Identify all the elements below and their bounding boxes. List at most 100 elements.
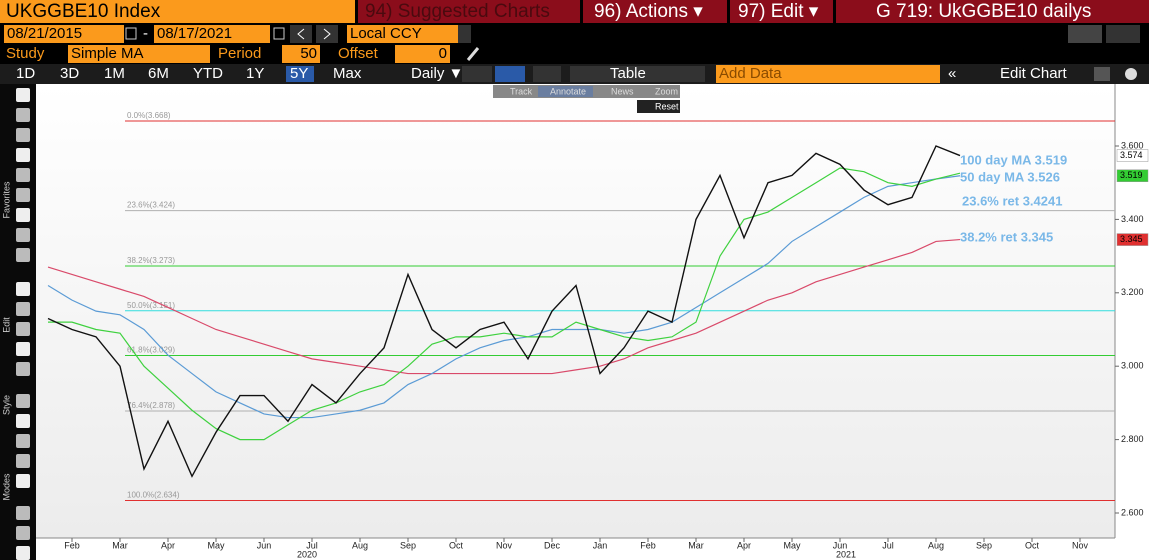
redo-button[interactable] <box>1106 25 1140 43</box>
type-dropdown[interactable] <box>533 66 561 82</box>
x-tick-label: Jun <box>257 540 272 550</box>
x-tick-label: Jun <box>833 540 848 550</box>
range-button[interactable]: 1Y <box>246 65 264 82</box>
currency: Local CCY <box>350 25 422 42</box>
currency-dropdown[interactable] <box>458 25 471 43</box>
price-tag <box>1116 149 1149 162</box>
x-tick-label: Nov <box>496 540 513 550</box>
actions: 96) Actions ▾ <box>594 1 703 22</box>
start-date-box[interactable] <box>4 25 124 43</box>
range-button[interactable]: 6M <box>148 65 169 82</box>
price-tag-label: 3.574 <box>1120 150 1143 160</box>
tool-icon[interactable] <box>16 526 30 540</box>
range-button[interactable]: 5Y <box>290 65 308 82</box>
x-tick-label: May <box>207 540 225 550</box>
currency-box[interactable] <box>347 25 458 43</box>
security-box[interactable] <box>0 0 355 23</box>
popup-item[interactable]: Annotate <box>550 86 586 96</box>
popup-item[interactable]: Zoom <box>655 86 678 96</box>
period-label: Period <box>218 45 261 62</box>
year-label: 2021 <box>836 549 856 559</box>
x-tick-label: Mar <box>688 540 704 550</box>
tool-icon[interactable] <box>16 248 30 262</box>
prev-arrow <box>297 28 305 40</box>
popup-item[interactable]: Track <box>510 86 533 96</box>
y-axis-area <box>1115 84 1149 560</box>
end-date-box[interactable] <box>154 25 270 43</box>
gear-icon[interactable] <box>1125 68 1137 80</box>
tool-icon[interactable] <box>16 128 30 142</box>
tool-icon[interactable] <box>16 506 30 520</box>
start-date: 08/21/2015 <box>7 25 82 42</box>
tool-icon[interactable] <box>16 454 30 468</box>
calendar-icon[interactable] <box>125 27 137 40</box>
side-label: Modes <box>1 473 11 501</box>
add-data: Add Data <box>719 65 782 82</box>
retracement-label: 61.8%(3.029) <box>127 346 175 355</box>
calendar-icon[interactable] <box>273 27 285 40</box>
tool-icon[interactable] <box>16 342 30 356</box>
tool-icon[interactable] <box>16 414 30 428</box>
tool-icon[interactable] <box>16 394 30 408</box>
edit-chart[interactable]: Edit Chart <box>1000 65 1068 82</box>
y-tick-label: 3.000 <box>1121 361 1144 371</box>
tool-icon[interactable] <box>16 88 30 102</box>
range-button[interactable]: Max <box>333 65 362 82</box>
tool-icon[interactable] <box>16 208 30 222</box>
range-button[interactable]: YTD <box>193 65 223 82</box>
line-icon[interactable] <box>462 66 492 82</box>
frequency[interactable]: Daily ▼ <box>411 65 463 82</box>
period-box[interactable] <box>282 45 320 63</box>
reset-button[interactable] <box>637 100 680 113</box>
range-button[interactable]: 1D <box>16 65 35 82</box>
tool-icon[interactable] <box>16 228 30 242</box>
end-date: 08/17/2021 <box>157 25 232 42</box>
x-tick-label: Feb <box>64 540 80 550</box>
annotation: 50 day MA 3.526 <box>960 169 1060 184</box>
tool-icon[interactable] <box>16 434 30 448</box>
tool-icon[interactable] <box>16 108 30 122</box>
tool-icon[interactable] <box>16 282 30 296</box>
edit-button[interactable] <box>730 0 833 23</box>
undo-button[interactable] <box>1068 25 1102 43</box>
y-tick-label: 3.600 <box>1121 140 1144 150</box>
bar-icon[interactable] <box>495 66 525 82</box>
tool-icon[interactable] <box>16 148 30 162</box>
year-label: 2020 <box>297 549 317 559</box>
retracement-label: 23.6%(3.424) <box>127 201 175 210</box>
tool-icon[interactable] <box>16 302 30 316</box>
side-label: Favorites <box>1 181 11 219</box>
pen-icon[interactable] <box>466 47 480 61</box>
y-tick-label: 3.400 <box>1121 214 1144 224</box>
suggested-button[interactable] <box>358 0 580 23</box>
offset-box[interactable] <box>395 45 450 63</box>
retracement-label: 38.2%(3.273) <box>127 256 175 265</box>
table-button[interactable] <box>570 66 705 82</box>
actions-button[interactable] <box>583 0 727 23</box>
price-tag-label: 3.345 <box>1120 234 1143 244</box>
range-button[interactable]: 3D <box>60 65 79 82</box>
add-data-box[interactable] <box>716 65 940 83</box>
tool-icon[interactable] <box>16 362 30 376</box>
prev-button[interactable] <box>290 25 312 43</box>
edit: 97) Edit ▾ <box>738 1 819 22</box>
tool-icon[interactable] <box>16 322 30 336</box>
x-tick-label: Sep <box>976 540 992 550</box>
study-box[interactable] <box>68 45 210 63</box>
tool-icon[interactable] <box>16 474 30 488</box>
tool-icon[interactable] <box>16 168 30 182</box>
range-button[interactable]: 1M <box>104 65 125 82</box>
period: 50 <box>300 45 317 62</box>
settings-icon[interactable] <box>1094 67 1110 81</box>
next-button[interactable] <box>316 25 338 43</box>
collapse[interactable]: « <box>948 65 956 82</box>
reset: Reset <box>655 101 679 111</box>
y-tick-label: 2.800 <box>1121 434 1144 444</box>
popup-item[interactable]: News <box>611 86 634 96</box>
offset-label: Offset <box>338 45 379 62</box>
x-tick-label: Jul <box>882 540 894 550</box>
tool-icon[interactable] <box>16 546 30 560</box>
tool-icon[interactable] <box>16 188 30 202</box>
price-tag <box>1116 169 1149 182</box>
popup-active <box>538 86 593 97</box>
